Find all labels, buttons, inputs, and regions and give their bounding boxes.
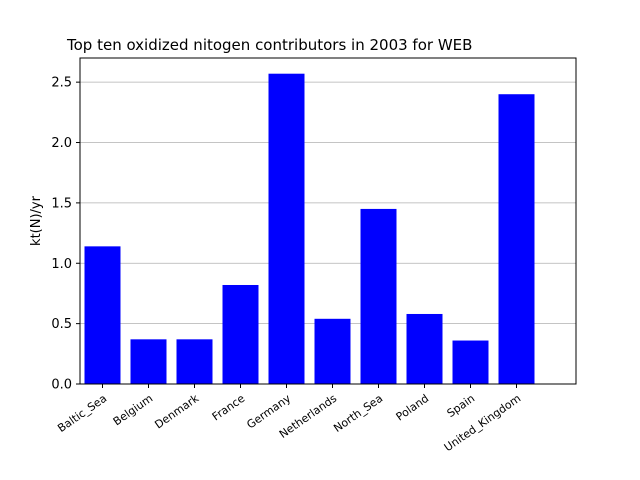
x-tick-label: United_Kingdom bbox=[442, 392, 523, 454]
y-tick-label: 0.5 bbox=[51, 317, 72, 332]
x-tick-label: Belgium bbox=[111, 392, 155, 429]
bar-united-kingdom bbox=[498, 94, 535, 384]
plot-frame bbox=[79, 57, 577, 385]
bar-germany bbox=[268, 73, 305, 385]
bar-belgium bbox=[130, 339, 167, 384]
y-tick-label: 2.5 bbox=[51, 76, 72, 91]
bar-spain bbox=[452, 340, 489, 384]
x-tick-label: Denmark bbox=[152, 391, 201, 431]
y-axis-label: kt(N)/yr bbox=[29, 195, 44, 246]
bar-france bbox=[222, 284, 259, 384]
bar-north-sea bbox=[360, 208, 397, 384]
bar-poland bbox=[406, 313, 443, 384]
x-tick-label: North_Sea bbox=[331, 392, 385, 435]
y-tick-label: 1.0 bbox=[51, 257, 72, 272]
chart-title: Top ten oxidized nitogen contributors in… bbox=[66, 36, 472, 54]
x-tick-label: Baltic_Sea bbox=[55, 392, 109, 435]
bar-netherlands bbox=[314, 318, 351, 384]
x-tick-label: Spain bbox=[445, 392, 478, 420]
bars bbox=[84, 73, 535, 385]
x-tick-label: Poland bbox=[394, 392, 432, 424]
y-tick-label: 1.5 bbox=[51, 196, 72, 211]
bar-baltic-sea bbox=[84, 246, 121, 384]
grid-lines bbox=[80, 81, 576, 325]
y-tick-label: 0.0 bbox=[51, 378, 72, 393]
y-tick-label: 2.0 bbox=[51, 136, 72, 151]
y-axis-ticks: 0.0 0.5 1.0 1.5 2.0 2.5 bbox=[51, 76, 80, 393]
x-tick-label: France bbox=[210, 392, 248, 424]
bar-denmark bbox=[176, 339, 213, 384]
